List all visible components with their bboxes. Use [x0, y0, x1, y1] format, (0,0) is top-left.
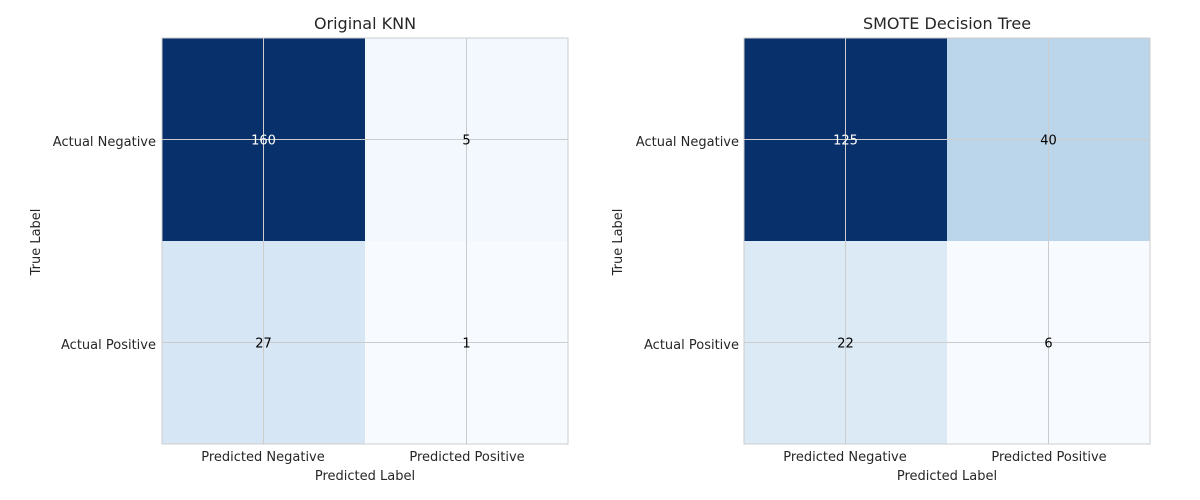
cell-value-label: 1: [462, 337, 470, 352]
y-axis-label: True Label: [29, 209, 44, 277]
x-tick-labels: Predicted Negative Predicted Positive: [783, 450, 1106, 465]
cell-value-label: 22: [837, 337, 854, 352]
chart-title: SMOTE Decision Tree: [863, 14, 1031, 33]
plot-frame: [743, 37, 1151, 445]
y-tick-labels: Actual Negative Actual Positive: [636, 135, 739, 353]
y-tick-label: Actual Positive: [61, 338, 156, 353]
cell-value-labels: 160 5 27 1: [251, 134, 471, 352]
plot-frame: [161, 37, 569, 445]
y-axis-label: True Label: [611, 209, 626, 277]
heatmap-cells: [162, 38, 568, 444]
x-tick-label: Predicted Positive: [991, 450, 1106, 465]
y-tick-label: Actual Negative: [636, 135, 739, 150]
grid-lines: [744, 38, 1150, 444]
panel-smote-decision-tree: SMOTE Decision Tree 125 40 22 6 Actual Nega…: [611, 14, 1151, 484]
x-tick-label: Predicted Negative: [783, 450, 907, 465]
grid-lines: [162, 38, 568, 444]
cell-value-label: 125: [833, 134, 858, 149]
x-axis-label: Predicted Label: [315, 469, 415, 484]
y-tick-label: Actual Positive: [644, 338, 739, 353]
cell-value-labels: 125 40 22 6: [833, 134, 1057, 352]
heatmap-cells: [744, 38, 1150, 444]
cell-value-label: 160: [251, 134, 276, 149]
x-axis-label: Predicted Label: [897, 469, 997, 484]
x-tick-label: Predicted Positive: [409, 450, 524, 465]
y-tick-label: Actual Negative: [53, 135, 156, 150]
cell-value-label: 40: [1040, 134, 1057, 149]
x-tick-label: Predicted Negative: [201, 450, 325, 465]
cell-value-label: 27: [255, 337, 272, 352]
chart-title: Original KNN: [314, 14, 416, 33]
x-tick-labels: Predicted Negative Predicted Positive: [201, 450, 524, 465]
cell-value-label: 6: [1044, 337, 1052, 352]
cell-value-label: 5: [462, 134, 470, 149]
panel-original-knn: Original KNN 160 5 27 1 Actual Negative Act…: [29, 14, 569, 484]
y-tick-labels: Actual Negative Actual Positive: [53, 135, 156, 353]
